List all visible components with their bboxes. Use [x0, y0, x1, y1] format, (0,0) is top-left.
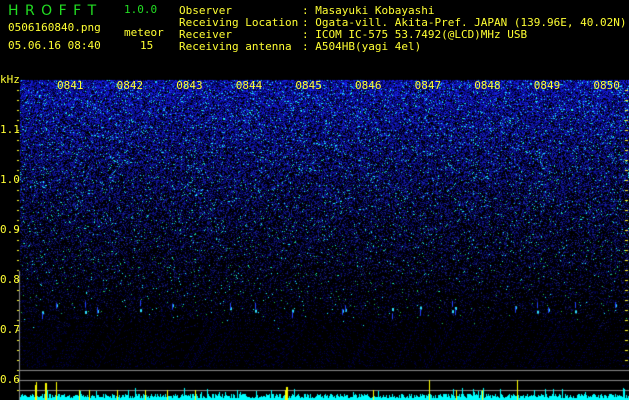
y-tick-label: 0.7 — [0, 323, 20, 336]
location-value: : Ogata-vill. Akita-Pref. JAPAN (139.96E… — [302, 16, 627, 29]
x-tick-label: 0850 — [593, 79, 620, 92]
receiver-label: Receiver — [179, 28, 232, 41]
y-tick-label: 1.0 — [0, 173, 20, 186]
x-tick-label: 0847 — [414, 79, 442, 92]
x-tick-label: 0843 — [176, 79, 203, 92]
observer-value: : Masayuki Kobayashi — [302, 4, 435, 17]
x-tick-label: 0849 — [533, 79, 561, 92]
meteor-count: 15 — [140, 39, 154, 52]
x-tick-label: 0841 — [57, 79, 84, 92]
file-datetime: 05.06.16 08:40 — [8, 39, 101, 52]
app-title: H R O F F T — [8, 3, 98, 19]
x-tick-label: 0844 — [235, 79, 263, 92]
app-version: 1.0.0 — [124, 3, 158, 16]
receiver-value: : ICOM IC-575 53.7492(@LCD)MHz USB — [302, 28, 528, 41]
y-tick-label: 0.9 — [0, 223, 20, 236]
y-axis-unit: kHz — [0, 73, 20, 86]
y-tick-label: 0.8 — [0, 273, 20, 286]
location-label: Receiving Location — [179, 16, 299, 29]
y-tick-label: 0.6 — [0, 373, 20, 386]
file-name: 0506160840.png — [8, 21, 101, 34]
x-tick-label: 0848 — [474, 79, 501, 92]
meteor-label: meteor — [124, 26, 164, 39]
x-tick-label: 0845 — [295, 79, 322, 92]
y-tick-label: 1.1 — [0, 123, 20, 136]
antenna-label: Receiving antenna — [179, 40, 292, 53]
x-tick-label: 0842 — [116, 79, 144, 92]
antenna-value: : A504HB(yagi 4el) — [302, 40, 422, 53]
observer-label: Observer — [179, 4, 232, 17]
x-tick-label: 0846 — [355, 79, 382, 92]
